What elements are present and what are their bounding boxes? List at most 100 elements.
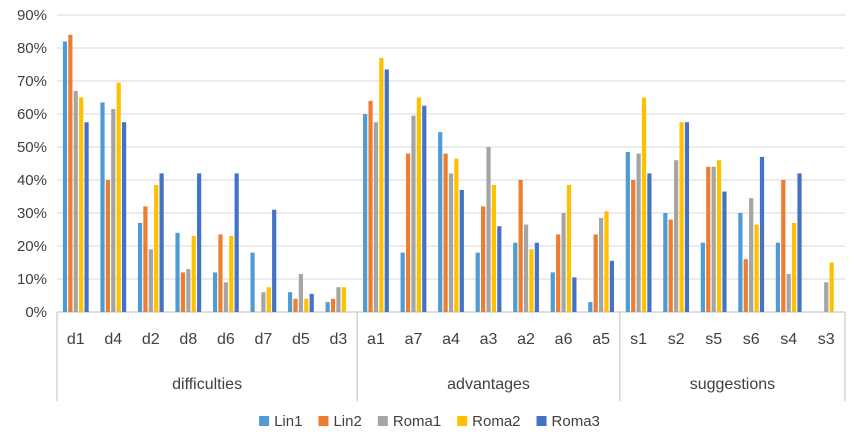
- bar-roma2-s6: [754, 224, 759, 312]
- x-tick-label: a5: [592, 331, 610, 348]
- x-tick-label: d4: [104, 331, 122, 348]
- x-tick-label: d3: [330, 331, 348, 348]
- bar-roma3-a4: [459, 189, 464, 312]
- legend-label: Lin2: [333, 413, 361, 430]
- legend-label: Lin1: [274, 413, 302, 430]
- bar-lin1-s6: [738, 213, 743, 312]
- bar-lin2-s2: [668, 219, 673, 312]
- legend-label: Roma3: [552, 413, 600, 430]
- bar-roma2-d4: [116, 82, 121, 313]
- bar-roma2-d6: [229, 236, 234, 312]
- x-tick-label: s2: [668, 331, 685, 348]
- x-tick-label: d7: [254, 331, 272, 348]
- legend-item-roma2: Roma2: [457, 413, 521, 430]
- bar-roma3-a6: [572, 277, 577, 312]
- bar-roma1-s6: [749, 198, 754, 312]
- bar-lin2-a4: [443, 153, 448, 312]
- bar-roma1-d2: [148, 249, 153, 312]
- bar-roma3-a7: [422, 105, 427, 312]
- y-tick-label: 30%: [17, 205, 47, 222]
- bar-roma1-s2: [674, 160, 679, 312]
- bar-roma3-s5: [722, 191, 727, 312]
- bar-roma2-a1: [379, 57, 384, 313]
- bar-roma1-d7: [261, 292, 266, 312]
- x-tick-label: d8: [179, 331, 197, 348]
- bar-roma1-a5: [599, 217, 604, 312]
- x-tick-label: s4: [780, 331, 797, 348]
- x-tick-label: d5: [292, 331, 310, 348]
- bar-lin2-d6: [218, 234, 223, 312]
- legend-label: Roma1: [393, 413, 441, 430]
- bar-roma3-d1: [84, 122, 89, 312]
- bar-roma1-d4: [111, 109, 116, 312]
- y-tick-label: 80%: [17, 40, 47, 57]
- bar-lin2-d8: [180, 272, 186, 312]
- x-tick-label: a3: [480, 331, 498, 348]
- bar-roma2-s5: [716, 160, 722, 312]
- bar-lin2-a2: [518, 180, 523, 312]
- bar-roma2-a4: [454, 158, 459, 312]
- bar-roma2-a5: [604, 211, 609, 312]
- bar-roma2-s3: [829, 262, 834, 312]
- bar-roma2-d5: [304, 298, 309, 312]
- bar-lin1-d1: [62, 41, 68, 313]
- x-tick-label: d1: [67, 331, 85, 348]
- x-tick-label: a1: [367, 331, 385, 348]
- legend-swatch: [259, 416, 270, 426]
- y-tick-label: 40%: [17, 172, 47, 189]
- bar-roma1-s5: [711, 166, 716, 312]
- y-tick-label: 20%: [17, 238, 47, 255]
- bar-lin1-s2: [663, 213, 668, 312]
- bar-roma3-s1: [647, 173, 652, 312]
- bar-roma1-d1: [73, 90, 78, 313]
- bar-roma2-d1: [79, 97, 84, 312]
- y-tick-label: 70%: [17, 73, 47, 90]
- bar-roma1-d3: [336, 287, 341, 312]
- bar-roma3-a1: [384, 69, 389, 312]
- bar-roma1-a4: [448, 173, 454, 312]
- bar-lin1-d7: [250, 252, 255, 312]
- bar-roma2-a2: [529, 249, 534, 312]
- bar-roma1-a3: [486, 147, 491, 312]
- bar-lin1-d2: [137, 222, 143, 312]
- bar-roma2-s2: [679, 122, 684, 312]
- bar-roma2-a3: [491, 184, 497, 312]
- x-tick-label: a2: [517, 331, 535, 348]
- bar-lin2-d2: [143, 206, 148, 312]
- bar-lin1-d5: [288, 292, 293, 312]
- y-tick-label: 0%: [25, 304, 47, 321]
- legend-swatch: [536, 416, 547, 426]
- bar-roma2-a7: [416, 97, 421, 312]
- bar-lin1-a6: [550, 272, 555, 312]
- bar-lin1-s1: [625, 151, 630, 312]
- bar-lin1-s4: [775, 242, 781, 312]
- group-label-advantages: advantages: [447, 376, 530, 393]
- bar-lin1-d4: [100, 102, 105, 312]
- bar-lin2-a7: [405, 153, 411, 312]
- bar-lin2-s4: [781, 180, 786, 312]
- bar-lin2-d5: [293, 298, 298, 312]
- x-tick-label: d2: [142, 331, 160, 348]
- legend-item-roma3: Roma3: [536, 413, 600, 430]
- y-tick-label: 10%: [17, 271, 47, 288]
- bar-roma1-a6: [561, 213, 566, 312]
- legend-swatch: [457, 416, 468, 426]
- bar-roma3-a3: [497, 226, 502, 312]
- legend-item-lin1: Lin1: [259, 413, 302, 430]
- bar-roma3-d2: [159, 173, 164, 312]
- bar-lin1-a1: [363, 114, 368, 312]
- bar-lin1-s5: [700, 242, 705, 312]
- bar-roma1-a1: [373, 122, 379, 312]
- bar-lin2-s5: [706, 166, 711, 312]
- bar-lin2-s1: [631, 180, 636, 312]
- legend-swatch: [377, 416, 388, 426]
- bar-lin1-a2: [513, 242, 518, 312]
- bar-lin1-a7: [400, 252, 405, 312]
- bar-roma3-d6: [234, 173, 239, 312]
- x-tick-label: s5: [705, 331, 722, 348]
- bar-roma3-d5: [309, 293, 314, 312]
- x-tick-label: s6: [743, 331, 760, 348]
- bar-roma3-s2: [684, 122, 690, 312]
- bar-roma1-d8: [186, 269, 191, 312]
